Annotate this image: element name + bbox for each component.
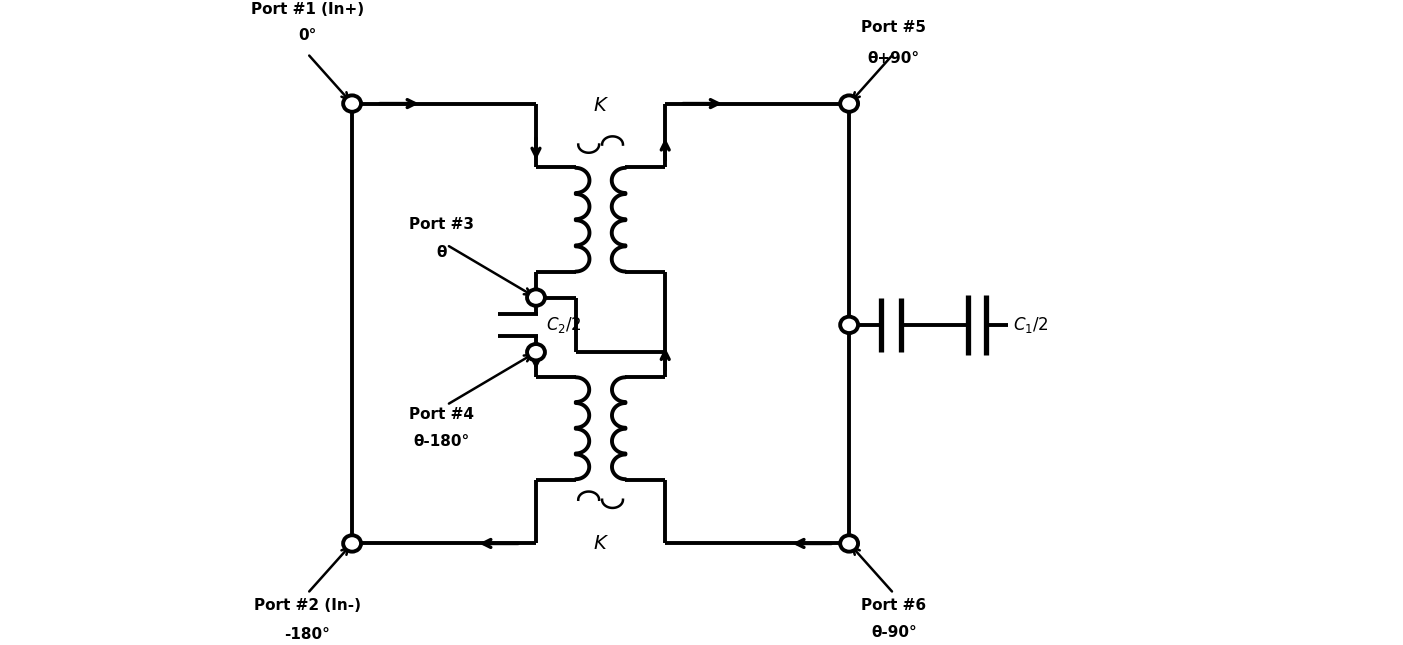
Circle shape [528, 290, 544, 306]
Circle shape [344, 535, 361, 551]
Text: Port #3: Port #3 [410, 217, 474, 232]
Text: Port #6: Port #6 [861, 598, 926, 613]
Text: Port #4: Port #4 [410, 407, 474, 422]
Text: Port #5: Port #5 [861, 20, 926, 35]
Text: θ: θ [436, 244, 446, 260]
Text: θ+90°: θ+90° [868, 51, 920, 66]
Circle shape [840, 535, 859, 551]
Text: $K$: $K$ [592, 534, 609, 553]
Circle shape [840, 317, 859, 333]
Text: Port #2 (In-): Port #2 (In-) [254, 598, 361, 613]
Text: θ-90°: θ-90° [871, 626, 916, 640]
Text: $K$: $K$ [592, 96, 609, 115]
Text: θ-180°: θ-180° [414, 434, 470, 449]
Circle shape [528, 344, 544, 361]
Text: -180°: -180° [285, 627, 330, 642]
Text: Port #1 (In+): Port #1 (In+) [251, 2, 363, 17]
Circle shape [344, 95, 361, 112]
Text: $C_1/2$: $C_1/2$ [1013, 315, 1048, 335]
Circle shape [840, 95, 859, 112]
Text: 0°: 0° [299, 28, 317, 43]
Text: $C_2/2$: $C_2/2$ [546, 315, 581, 335]
